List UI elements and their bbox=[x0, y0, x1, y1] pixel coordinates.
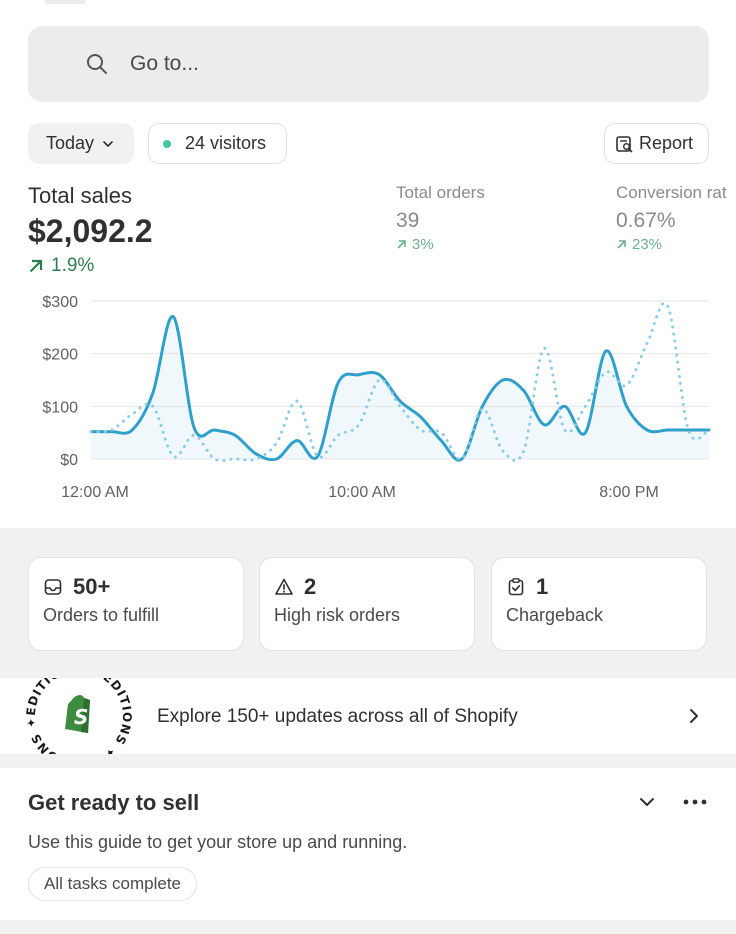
y-tick-label: $0 bbox=[60, 452, 78, 469]
total-sales-change-value: 1.9% bbox=[51, 255, 95, 276]
setup-guide-title: Get ready to sell bbox=[28, 790, 200, 815]
clipboard-icon bbox=[508, 578, 524, 596]
search-bar[interactable] bbox=[28, 26, 709, 102]
x-tick-label: 10:00 AM bbox=[328, 484, 396, 501]
total-sales-change: 1.9% bbox=[28, 255, 94, 277]
orders-to-fulfill-card[interactable]: 50+ Orders to fulfill bbox=[28, 557, 244, 651]
sales-chart[interactable]: $300 $200 $100 $0 12:00 AM 10:00 AM 8:00 PM bbox=[0, 285, 736, 515]
date-range-button[interactable]: Today bbox=[28, 123, 134, 164]
total-sales-label: Total sales bbox=[28, 183, 132, 208]
y-tick-label: $200 bbox=[42, 347, 78, 364]
series-line-comparison bbox=[89, 301, 711, 463]
chargeback-card[interactable]: 1 Chargeback bbox=[491, 557, 707, 651]
total-orders-change-value: 3% bbox=[412, 236, 434, 253]
y-tick-label: $300 bbox=[42, 294, 78, 311]
editions-badge: EDITIONS ✦ EDITIONS ✦ EDITIONS ✦ EDITION… bbox=[20, 678, 138, 754]
total-orders-value: 39 bbox=[396, 209, 420, 232]
chevron-down-icon[interactable] bbox=[638, 795, 656, 809]
orders-to-fulfill-label: Orders to fulfill bbox=[43, 605, 160, 625]
conversion-rate-change-value: 23% bbox=[632, 236, 663, 253]
total-sales-value: $2,092.2 bbox=[28, 213, 153, 249]
date-range-label: Today bbox=[46, 133, 95, 153]
editions-badge-logo: EDITIONS ✦ EDITIONS ✦ EDITIONS ✦ EDITION… bbox=[20, 678, 133, 754]
online-dot-icon bbox=[163, 139, 171, 148]
conversion-rate-value: 0.67% bbox=[616, 209, 676, 232]
report-button[interactable]: Report bbox=[604, 123, 709, 164]
high-risk-orders-card[interactable]: 2 High risk orders bbox=[259, 557, 475, 651]
x-tick-label: 12:00 AM bbox=[61, 484, 129, 501]
conversion-rate-label: Conversion rat bbox=[616, 183, 727, 202]
editions-text: Explore 150+ updates across all of Shopi… bbox=[157, 706, 518, 727]
inbox-icon bbox=[44, 579, 62, 595]
series-area bbox=[91, 316, 709, 461]
high-risk-orders-label: High risk orders bbox=[274, 605, 401, 625]
bottom-band bbox=[0, 920, 736, 934]
section-divider bbox=[0, 754, 736, 768]
warning-icon bbox=[275, 578, 293, 595]
arrow-up-right-icon bbox=[617, 240, 626, 249]
chargeback-count: 1 bbox=[536, 574, 549, 599]
chevron-down-icon bbox=[103, 140, 113, 147]
x-tick-label: 8:00 PM bbox=[599, 484, 659, 501]
y-tick-label: $100 bbox=[42, 399, 78, 416]
top-stub bbox=[44, 0, 86, 4]
total-orders-change: 3% bbox=[396, 236, 485, 253]
svg-text:S: S bbox=[74, 705, 88, 729]
report-icon bbox=[616, 135, 633, 152]
search-input[interactable] bbox=[130, 52, 630, 76]
total-orders-label: Total orders bbox=[396, 183, 485, 202]
arrow-up-right-icon bbox=[29, 259, 43, 273]
sales-chart-svg: $300 $200 $100 $0 12:00 AM 10:00 AM 8:00 PM bbox=[42, 294, 711, 501]
orders-to-fulfill-count: 50+ bbox=[73, 574, 111, 599]
report-label: Report bbox=[639, 133, 694, 153]
conversion-rate-metric[interactable]: Conversion rat 0.67% 23% bbox=[616, 183, 727, 253]
live-visitors-button[interactable]: 24 visitors bbox=[148, 123, 287, 164]
high-risk-orders-count: 2 bbox=[304, 574, 317, 599]
arrow-up-right-icon bbox=[397, 240, 406, 249]
more-horizontal-icon[interactable] bbox=[682, 794, 708, 810]
setup-guide-subtitle: Use this guide to get your store up and … bbox=[28, 832, 408, 852]
chevron-right-icon[interactable] bbox=[686, 707, 702, 725]
visitors-label: 24 visitors bbox=[185, 133, 267, 153]
total-orders-metric[interactable]: Total orders 39 3% bbox=[396, 183, 485, 253]
conversion-rate-change: 23% bbox=[616, 236, 727, 253]
editions-banner[interactable]: EDITIONS ✦ EDITIONS ✦ EDITIONS ✦ EDITION… bbox=[0, 678, 736, 754]
chargeback-label: Chargeback bbox=[506, 605, 604, 625]
series-line-current bbox=[89, 315, 711, 462]
tasks-status-badge: All tasks complete bbox=[28, 867, 197, 901]
search-icon bbox=[87, 54, 107, 74]
